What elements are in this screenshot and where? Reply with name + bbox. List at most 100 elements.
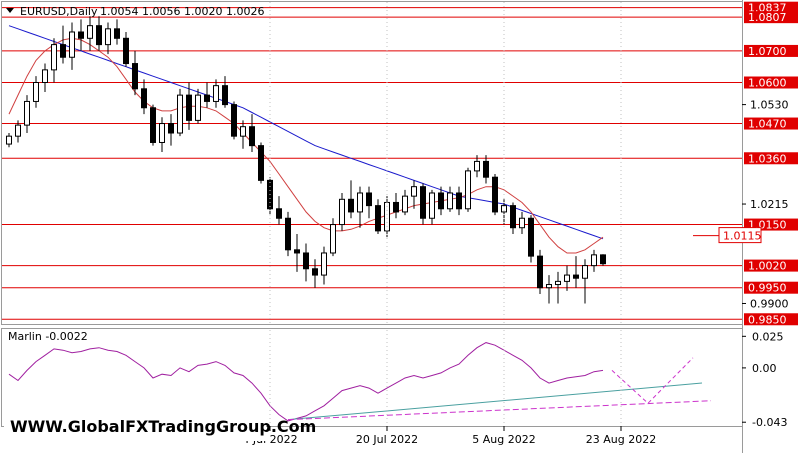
candle (177, 88, 183, 137)
candle-body-bull (240, 126, 246, 137)
level-badge-label: 1.0470 (748, 118, 787, 131)
candle (501, 199, 507, 225)
marlin-y-tick-label: 0.00 (752, 362, 777, 375)
candle-body-bear (114, 28, 120, 39)
candle (69, 22, 75, 70)
candle-body-bull (339, 198, 345, 226)
candle-body-bear (285, 217, 291, 251)
candle (150, 104, 156, 146)
level-badge (744, 152, 798, 165)
candle (393, 192, 399, 219)
level-badge-label: 0.9950 (748, 282, 787, 295)
candle (321, 246, 327, 285)
candle-body-bull (69, 31, 75, 58)
candle (294, 234, 300, 272)
candle-body-bull (24, 100, 30, 126)
candle-body-bear (456, 192, 462, 210)
level-badge (744, 76, 798, 89)
candle-body-bear (294, 249, 300, 254)
level-badge (744, 1, 798, 14)
x-tick-label: 20 Jul 2022 (356, 433, 418, 446)
candle-body-bear (303, 252, 309, 270)
candle-body-bull (51, 44, 57, 71)
candle-body-bear (537, 255, 543, 289)
level-badge-label: 1.0700 (748, 45, 787, 58)
candle (312, 259, 318, 288)
candle (168, 114, 174, 146)
candle (285, 211, 291, 257)
chart-header: EURUSD,Daily 1.0054 1.0056 1.0020 1.0026 (6, 5, 264, 18)
candle-body-bear (186, 94, 192, 121)
level-badge-label: 1.0360 (748, 152, 787, 165)
candle-body-bear (573, 274, 579, 279)
marlin-projection-support (287, 400, 712, 421)
candle (6, 133, 12, 148)
candle (249, 114, 255, 152)
candle-body-bear (420, 186, 426, 219)
candle (420, 183, 426, 225)
candle (186, 82, 192, 130)
candle (123, 31, 129, 67)
candle (528, 215, 534, 263)
candle-body-bull (447, 192, 453, 210)
annotation-box (718, 227, 762, 244)
x-tick-label: 23 Aug 2022 (586, 433, 656, 446)
marlin-y-tick-label: -0.043 (752, 416, 787, 429)
candle (492, 174, 498, 216)
level-badge (744, 11, 798, 24)
candles (6, 16, 606, 304)
candle (231, 101, 237, 140)
level-badge-label: 1.0600 (748, 77, 787, 90)
candle-body-bear (528, 217, 534, 257)
candle-body-bear (168, 123, 174, 134)
level-badge-label: 1.0807 (748, 11, 787, 24)
candle (582, 259, 588, 304)
candle (564, 265, 570, 291)
candle (159, 117, 165, 152)
candle (141, 79, 147, 115)
candle (510, 202, 516, 235)
candle (483, 155, 489, 184)
candle-body-bear (231, 104, 237, 137)
candle-body-bull (564, 274, 570, 282)
candle (195, 88, 201, 124)
candle (132, 50, 138, 96)
candle-body-bear (492, 176, 498, 213)
level-badge (744, 313, 798, 326)
candle (555, 271, 561, 304)
candle (465, 167, 471, 212)
candle-body-bear (600, 254, 606, 265)
candle (474, 155, 480, 178)
candle-body-bull (330, 224, 336, 254)
candle-body-bull (87, 25, 93, 39)
marlin-projection-path (611, 357, 694, 404)
candle-body-bull (6, 135, 12, 145)
candle-body-bear (96, 25, 102, 46)
candle-body-bear (312, 268, 318, 276)
candle (87, 16, 93, 51)
candle-body-bear (348, 198, 354, 213)
candle-body-bear (60, 44, 66, 58)
candle (537, 249, 543, 295)
time-axis: 4 Jul 2022 20 Jul 2022 5 Aug 2022 23 Aug 20… (242, 2, 656, 446)
candle (204, 82, 210, 108)
level-badge (744, 117, 798, 130)
candle-body-bull (357, 192, 363, 213)
candle-body-bull (195, 94, 201, 121)
candle-body-bull (546, 284, 552, 289)
price-axis: 1.0530 1.0215 0.9900 (742, 99, 789, 310)
candle (447, 186, 453, 212)
candle (366, 186, 372, 219)
candle-body-bull (591, 254, 597, 267)
collapse-triangle-icon[interactable] (6, 8, 14, 13)
candle (591, 249, 597, 272)
candle-body-bear (483, 160, 489, 178)
candle-body-bear (222, 85, 228, 106)
candle-body-bear (123, 37, 129, 65)
y-tick-label: 1.0530 (750, 99, 789, 112)
watermark: WWW.GlobalFXTradingGroup.Com (4, 411, 316, 441)
candle (438, 186, 444, 216)
candle (114, 19, 120, 45)
candle (348, 180, 354, 219)
candle-body-bull (474, 160, 480, 172)
